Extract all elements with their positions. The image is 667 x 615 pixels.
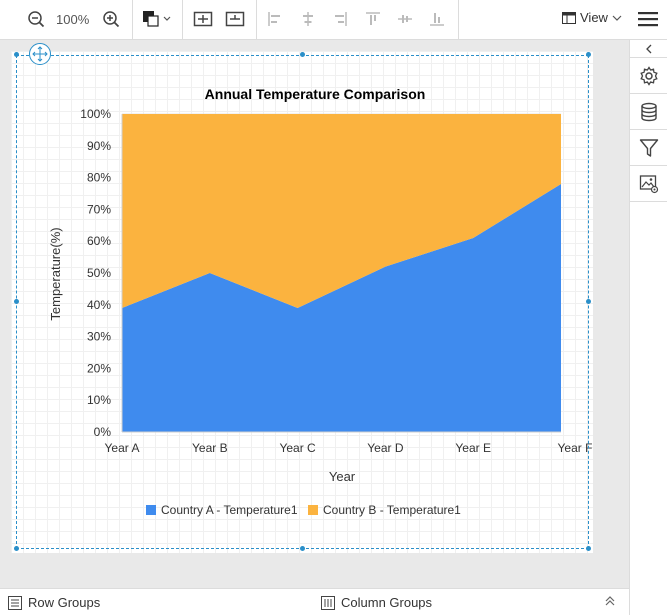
double-chevron-up-icon: [605, 596, 615, 606]
move-handle[interactable]: [29, 43, 51, 65]
resize-handle[interactable]: [586, 299, 591, 304]
columns-icon: [321, 595, 335, 610]
resize-handle[interactable]: [300, 52, 305, 57]
properties-button[interactable]: [630, 58, 667, 94]
resize-handle[interactable]: [300, 546, 305, 551]
color-picker-button[interactable]: [141, 6, 173, 32]
grouping-bar: Row Groups Column Groups: [0, 588, 629, 615]
chart-legend: Country A - Temperature1 Country B - Temp…: [146, 503, 461, 517]
filter-icon: [639, 138, 658, 157]
vertical-align-button[interactable]: [192, 6, 214, 32]
toolbar-divider: [132, 0, 133, 40]
align-middle-icon: [398, 15, 412, 23]
toolbar-divider: [256, 0, 257, 40]
y-tick-label: 70%: [87, 202, 111, 216]
y-tick-label: 90%: [87, 139, 111, 153]
x-axis-title: Year: [329, 469, 356, 484]
chevron-left-icon: [645, 44, 651, 53]
resize-handle[interactable]: [14, 546, 19, 551]
horizontal-align-button[interactable]: [224, 6, 246, 32]
data-button[interactable]: [630, 94, 667, 130]
area-chart[interactable]: 0% 10% 20% 30% 40% 50% 60% 70% 80% 90% 100% Year A Y…: [0, 0, 629, 588]
y-tick-label: 0%: [94, 425, 112, 439]
resize-handle[interactable]: [14, 299, 19, 304]
x-tick-label: Year C: [279, 441, 316, 455]
rows-icon: [8, 595, 22, 610]
align-right-button[interactable]: [331, 6, 349, 32]
toolbar: 100%: [0, 0, 667, 40]
resize-handle[interactable]: [586, 52, 591, 57]
view-label: View: [580, 10, 608, 25]
align-left-icon: [268, 12, 280, 26]
x-tick-label: Year D: [367, 441, 404, 455]
align-top-icon: [366, 12, 380, 25]
split-horizontal-icon: [193, 11, 213, 27]
y-tick-label: 100%: [80, 107, 111, 121]
row-groups-button[interactable]: Row Groups: [8, 595, 100, 610]
y-tick-label: 80%: [87, 171, 111, 185]
align-right-icon: [335, 12, 347, 26]
align-middle-button[interactable]: [396, 6, 414, 32]
y-tick-label: 50%: [87, 266, 111, 280]
area-series: [122, 114, 561, 308]
database-icon: [640, 102, 657, 121]
y-tick-label: 40%: [87, 298, 111, 312]
zoom-in-icon: [103, 11, 120, 28]
menu-button[interactable]: [638, 11, 658, 27]
zoom-level: 100%: [56, 12, 90, 27]
align-top-button[interactable]: [364, 6, 382, 32]
chart-axes: 0% 10% 20% 30% 40% 50% 60% 70% 80% 90% 100% Year A Y…: [80, 107, 592, 455]
zoom-in-button[interactable]: [101, 6, 121, 32]
y-tick-label: 10%: [87, 393, 111, 407]
expand-grouping-button[interactable]: [604, 595, 616, 610]
legend-swatch: [308, 505, 318, 515]
toolbar-divider: [458, 0, 459, 40]
collapse-panel-button[interactable]: [630, 40, 667, 58]
filter-button[interactable]: [630, 130, 667, 166]
legend-swatch: [146, 505, 156, 515]
align-bottom-button[interactable]: [428, 6, 446, 32]
table-icon: [562, 11, 576, 24]
toolbar-divider: [182, 0, 183, 40]
align-center-button[interactable]: [299, 6, 317, 32]
x-tick-label: Year F: [558, 441, 593, 455]
resize-handle[interactable]: [586, 546, 591, 551]
legend-label: Country B - Temperature1: [323, 503, 461, 517]
row-groups-label: Row Groups: [28, 595, 101, 610]
image-settings-icon: [639, 174, 658, 193]
resize-handle[interactable]: [14, 52, 19, 57]
properties-panel: [629, 40, 667, 615]
column-groups-label: Column Groups: [341, 595, 433, 610]
zoom-out-icon: [28, 11, 45, 28]
align-bottom-icon: [430, 13, 444, 26]
move-icon: [32, 46, 48, 62]
x-tick-label: Year E: [455, 441, 491, 455]
image-settings-button[interactable]: [630, 166, 667, 202]
x-tick-label: Year A: [105, 441, 140, 455]
gear-icon: [639, 65, 658, 86]
chevron-down-icon: [612, 15, 622, 21]
zoom-out-button[interactable]: [26, 6, 46, 32]
chart-title: Annual Temperature Comparison: [205, 86, 426, 102]
fill-color-icon: [143, 11, 171, 27]
y-tick-label: 30%: [87, 330, 111, 344]
chart-series: [122, 114, 561, 432]
area-series: [122, 183, 561, 432]
legend-label: Country A - Temperature1: [161, 503, 298, 517]
align-left-button[interactable]: [266, 6, 284, 32]
hamburger-icon: [638, 12, 658, 27]
split-vertical-icon: [225, 11, 245, 27]
y-tick-label: 20%: [87, 361, 111, 375]
y-axis-title: Temperature(%): [48, 227, 63, 320]
y-tick-label: 60%: [87, 234, 111, 248]
x-tick-label: Year B: [192, 441, 228, 455]
align-center-icon: [303, 12, 313, 26]
view-dropdown[interactable]: View: [562, 10, 622, 25]
column-groups-button[interactable]: Column Groups: [321, 595, 432, 610]
